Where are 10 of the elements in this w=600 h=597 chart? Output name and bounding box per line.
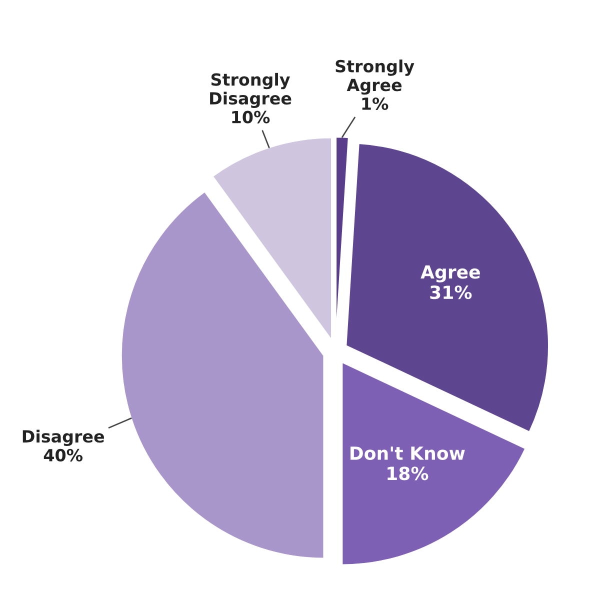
slice-label: Don't Know: [350, 446, 465, 460]
data-label: 10%: [232, 110, 270, 124]
slice-label: Strongly Agree: [336, 60, 414, 95]
data-label: 31%: [430, 285, 472, 300]
data-label: 1%: [362, 97, 388, 110]
slice-label: Disagree: [22, 430, 104, 446]
data-label: 40%: [44, 448, 83, 462]
slice-label: Agree: [420, 265, 480, 282]
data-label: 18%: [388, 466, 428, 480]
slice-label: Strongly Disagree: [210, 72, 292, 108]
